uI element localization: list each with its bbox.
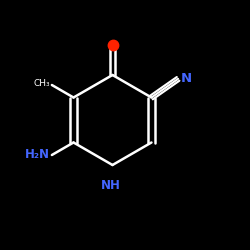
- Text: CH₃: CH₃: [33, 79, 50, 88]
- Text: H₂N: H₂N: [24, 148, 50, 162]
- Text: NH: NH: [101, 179, 121, 192]
- Text: N: N: [181, 72, 192, 85]
